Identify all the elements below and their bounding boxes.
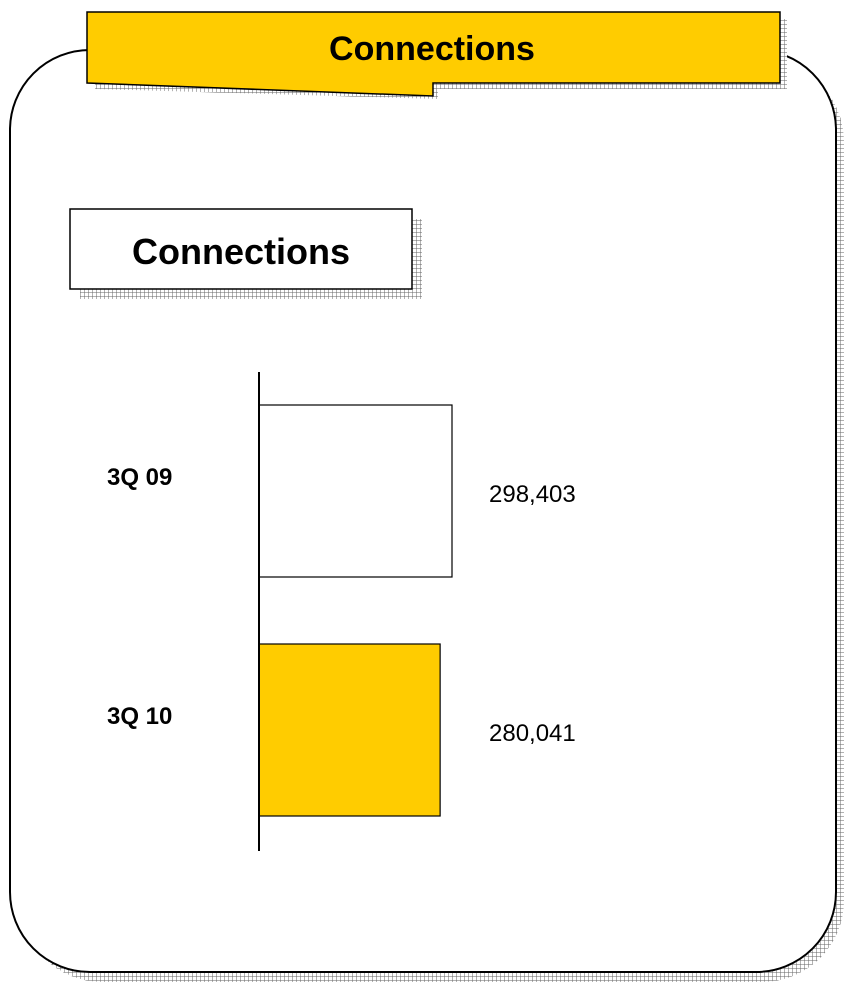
banner-title: Connections: [329, 30, 535, 68]
category-label: 3Q 10: [107, 703, 172, 730]
title-banner: [86, 11, 781, 97]
chart-title: Connections: [132, 231, 350, 272]
bar-chart: 3Q 09 298,403 3Q 10 280,041: [107, 372, 576, 851]
bar-3q-09: [258, 404, 453, 578]
category-label: 3Q 09: [107, 464, 172, 491]
chart-title-box: [69, 208, 413, 290]
bar-3q-10: [258, 643, 441, 817]
value-label: 280,041: [489, 720, 576, 747]
value-label: 298,403: [489, 481, 576, 508]
